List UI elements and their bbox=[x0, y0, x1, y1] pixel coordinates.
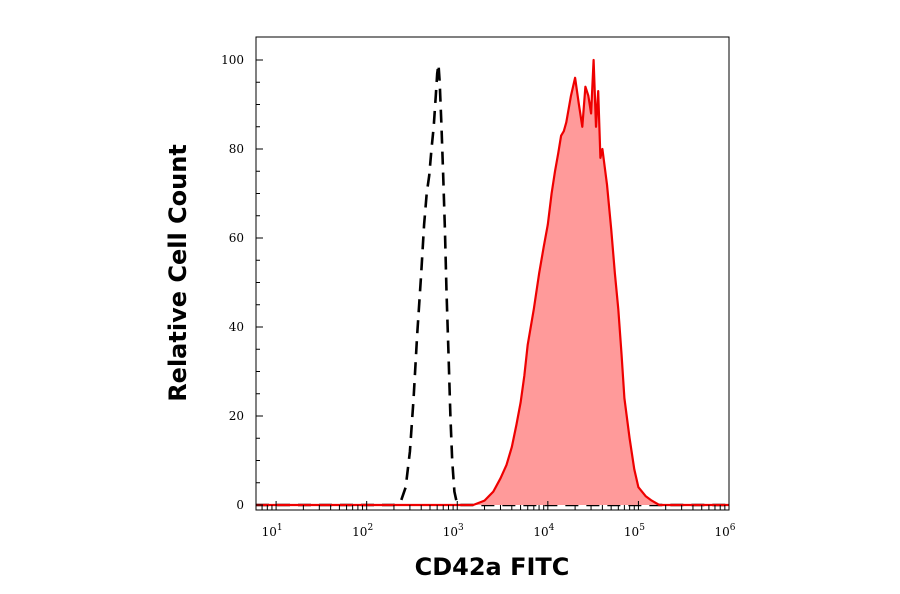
series-1-line bbox=[256, 63, 729, 507]
series-layer bbox=[256, 58, 729, 507]
series-2-line bbox=[256, 58, 729, 507]
plot-frame bbox=[255, 36, 730, 511]
y-tick-label: 80 bbox=[229, 142, 244, 156]
y-tick-label: 0 bbox=[236, 498, 244, 512]
y-tick-label: 60 bbox=[229, 231, 244, 245]
x-axis-title: CD42a FITC bbox=[415, 553, 570, 581]
x-tick-label: 103 bbox=[443, 523, 464, 539]
y-tick-label: 100 bbox=[221, 53, 244, 67]
series-2-area bbox=[256, 60, 729, 505]
x-tick-label: 101 bbox=[262, 523, 283, 539]
x-tick-label: 102 bbox=[352, 523, 373, 539]
y-tick-label: 40 bbox=[229, 320, 244, 334]
tick-layer: 0 20 40 60 80 100 101 102 103 104 105 106 bbox=[221, 53, 736, 539]
x-tick-label: 104 bbox=[533, 523, 554, 539]
x-tick-label: 106 bbox=[714, 523, 735, 539]
y-axis-title: Relative Cell Count bbox=[164, 144, 192, 402]
y-tick-label: 20 bbox=[229, 409, 244, 423]
x-tick-label: 105 bbox=[624, 523, 645, 539]
